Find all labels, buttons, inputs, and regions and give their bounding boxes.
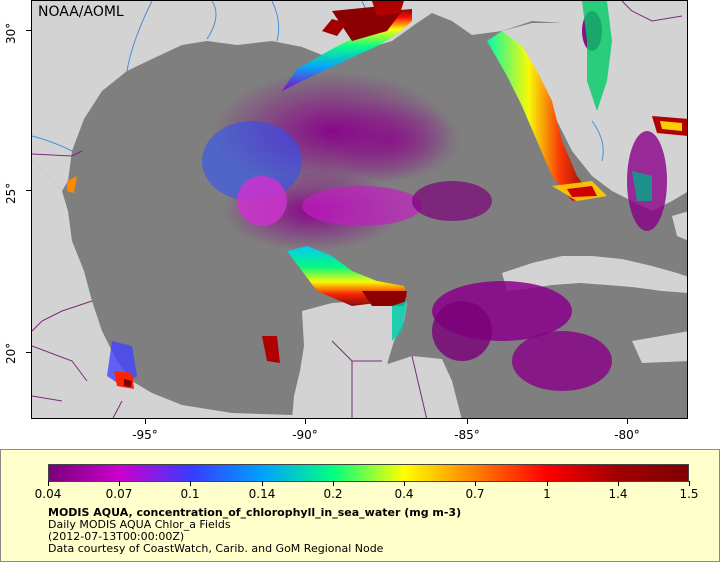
lon-tick-80 bbox=[627, 419, 628, 424]
colorbar-label: 0.14 bbox=[248, 487, 276, 501]
map-credit: NOAA/AOML bbox=[38, 4, 124, 20]
colorbar-tick bbox=[48, 481, 49, 486]
colorbar-tick bbox=[618, 481, 619, 486]
lat-label-20: 20° bbox=[4, 342, 18, 364]
lat-label-25: 25° bbox=[4, 182, 18, 204]
central-america-land bbox=[382, 356, 462, 418]
lon-label-85: -85° bbox=[454, 428, 480, 442]
florida-keys-red bbox=[567, 186, 597, 197]
mississippi-plume bbox=[282, 1, 412, 91]
map-panel bbox=[31, 0, 688, 419]
lon-label-80: -80° bbox=[614, 428, 640, 442]
borders bbox=[32, 1, 683, 418]
lon-label-95: -95° bbox=[132, 428, 158, 442]
colorbar-label: 0.4 bbox=[394, 487, 414, 501]
mexico-coast-bloom bbox=[67, 176, 137, 389]
legend-subtitle: Daily MODIS AQUA Chlor_a Fields bbox=[48, 518, 231, 531]
mexico-land bbox=[32, 161, 381, 418]
colorbar-label: 0.07 bbox=[105, 487, 133, 501]
lon-tick-85 bbox=[467, 419, 468, 424]
lat-tick-25 bbox=[26, 190, 31, 191]
legend-time: (2012-07-13T00:00:00Z) bbox=[48, 530, 185, 543]
colorbar-label: 0.2 bbox=[323, 487, 343, 501]
colorbar-label: 0.1 bbox=[180, 487, 200, 501]
caribbean-land bbox=[632, 331, 687, 363]
colorbar-label: 0.7 bbox=[465, 487, 485, 501]
colorbar-tick bbox=[547, 481, 548, 486]
legend-courtesy: Data courtesy of CoastWatch, Carib. and … bbox=[48, 542, 384, 555]
colorbar-tick bbox=[190, 481, 191, 486]
colorbar-tick bbox=[333, 481, 334, 486]
colorbar-label: 1 bbox=[543, 487, 551, 501]
lon-tick-95 bbox=[145, 419, 146, 424]
colorbar-label: 1.4 bbox=[608, 487, 628, 501]
legend-title: MODIS AQUA, concentration_of_chlorophyll… bbox=[48, 506, 462, 519]
colorbar-tick bbox=[475, 481, 476, 486]
colorbar-tick bbox=[404, 481, 405, 486]
lat-tick-20 bbox=[26, 352, 31, 353]
lon-label-90: -90° bbox=[292, 428, 318, 442]
yucatan-land bbox=[292, 297, 407, 418]
colorbar-tick bbox=[689, 481, 690, 486]
lat-tick-30 bbox=[26, 30, 31, 31]
lon-tick-90 bbox=[305, 419, 306, 424]
colorbar-label: 1.5 bbox=[679, 487, 699, 501]
bahamas-land bbox=[672, 211, 687, 241]
colorbar-tick bbox=[119, 481, 120, 486]
yucatan-bloom bbox=[262, 246, 407, 363]
florida-coast-bloom bbox=[487, 31, 592, 201]
florida-east-bloom bbox=[582, 1, 687, 201]
cuba-land bbox=[502, 256, 687, 293]
lat-label-30: 30° bbox=[4, 22, 18, 44]
colorbar-tick bbox=[262, 481, 263, 486]
chlorophyll-map bbox=[32, 1, 687, 418]
chlorophyll-field bbox=[202, 11, 667, 391]
colorbar-label: 0.04 bbox=[34, 487, 62, 501]
colorbar bbox=[48, 464, 689, 482]
